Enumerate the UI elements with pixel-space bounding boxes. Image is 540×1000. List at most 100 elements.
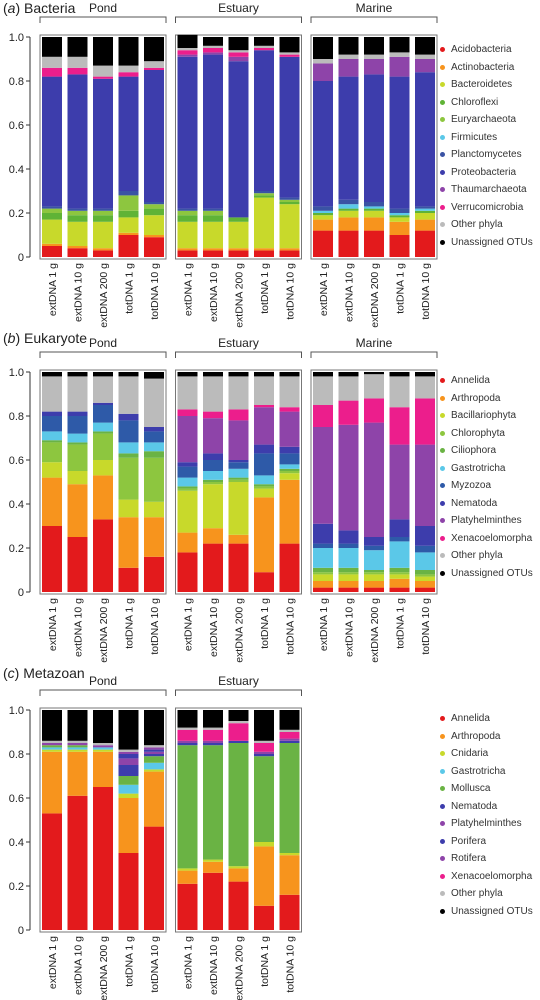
bar-segment-bacteroidetes [228,221,249,249]
bar-segment-unassigned-otus [118,710,139,750]
x-tick-label: extDNA 1 g [47,598,59,651]
bar-segment-chloroflexi [279,202,300,205]
bar-segment-nematoda [254,444,274,454]
legend-swatch [440,500,445,506]
x-tick-label: totDNA 10 g [285,263,297,320]
bar-segment-gastrotricha [42,431,62,441]
bar-segment-gastrotricha [177,477,198,487]
bar-segment-proteobacteria [415,72,435,207]
bar-segment-unassigned-otus [228,710,249,721]
bar-segment-myzozoa [338,543,359,548]
bar-segment-unassigned-otus [67,710,88,741]
bar-segment-acidobacteria [177,250,198,257]
x-tick-label: extDNA 1 g [183,263,195,316]
bar-segment-proteobacteria [364,74,384,202]
bar-segment-actinobacteria [313,219,333,231]
bar-segment-thaumarchaeota [389,56,410,77]
bar-segment-platyhelminthes [67,743,88,746]
bar-segment-gastrotricha [313,548,333,568]
legend-swatch [440,47,445,53]
legend-label: Platyhelminthes [451,818,522,830]
bar-segment-rotifera [118,751,139,754]
bar-segment-bacteroidetes [177,221,198,249]
bar-segment-gastrotricha [118,442,139,454]
bar-segment-other-phyla [254,376,274,405]
legend-swatch [440,395,445,401]
bar-segment-platyhelminthes [228,420,249,460]
bar-segment-annelida [313,587,333,592]
bar-segment-proteobacteria [118,76,139,191]
bar-segment-bacillariophyta [415,576,435,581]
bar-segment-acidobacteria [144,237,164,257]
bar-segment-gastrotricha [144,442,164,452]
bar-segment-platyhelminthes [338,424,359,531]
group-frame [39,707,167,933]
panel-letter: c [7,665,15,681]
bar-segment-bacillariophyta [228,482,249,535]
bar-segment-unassigned-otus [177,372,198,377]
bar-segment-platyhelminthes [279,411,300,447]
bar-segment-bacillariophyta [177,490,198,533]
bar-segment-myzozoa [228,462,249,469]
bar-segment-other-phyla [144,378,164,427]
bar-segment-annelida [42,813,62,930]
bar-segment-gastrotricha [42,747,62,750]
bar-segment-annelida [203,543,223,592]
bar-segment-gastrotricha [93,747,113,750]
y-tick-label: 0.8 [9,411,24,423]
bar-segment-euryarchaeota [93,210,113,216]
bar-segment-annelida [415,587,435,592]
bar-segment-gastrotricha [415,552,435,570]
bar-segment-arthropoda [254,846,274,906]
legend-label: Nematoda [451,497,498,509]
bar-segment-gastrotricha [67,747,88,750]
bar-segment-acidobacteria [93,250,113,257]
x-tick-label: totDNA 10 g [149,598,161,655]
bar-segment-annelida [67,795,88,930]
bar-segment-mollusca [118,776,139,785]
bar-segment-verrucomicrobia [203,48,223,53]
bar-segment-platyhelminthes [42,743,62,746]
bar-segment-ciliophora [118,453,139,458]
bar-segment-bacillariophyta [203,484,223,529]
bar-segment-bacillariophyta [338,574,359,581]
legend-item: Other phyla [440,216,533,234]
group-bracket [39,351,167,358]
legend-swatch [440,908,445,914]
bar-segment-unassigned-otus [42,710,62,741]
bar-segment-arthropoda [279,855,300,895]
bar-segment-chloroflexi [118,210,139,218]
bar-segment-annelida [228,543,249,592]
legend-label: Nematoda [451,800,498,812]
y-tick-label: 1.0 [9,705,24,717]
bar-segment-porifera [118,754,139,759]
legend-swatch [440,891,445,897]
bar-segment-xenacoelomorpha [203,729,223,741]
legend-item: Nematoda [440,495,533,513]
x-tick-label: extDNA 200 g [98,263,110,328]
group-bracket [39,689,167,696]
bar-segment-other-phyla [93,376,113,403]
bar-segment-cnidaria [93,749,113,752]
y-tick-label: 0.6 [9,455,24,467]
bacteria-chart: 0 0.2 0.4 0.6 0.8 1.0 Pond extDNA 1 g extDNA 10 … [9,1,438,328]
bar-segment-euryarchaeota [42,208,62,213]
legend-label: Unassigned OTUs [451,567,533,579]
bar-segment-ciliophora [364,570,384,573]
x-tick-label: extDNA 10 g [344,263,356,322]
group-label: Pond [89,336,117,350]
bar-segment-gastrotricha [93,422,113,432]
bar-segment-mollusca [177,745,198,869]
bar-segment-actinobacteria [338,217,359,231]
bar-segment-gastrotricha [364,550,384,570]
bar-segment-proteobacteria [228,61,249,218]
bar-segment-platyhelminthes [313,427,333,524]
bar-segment-platyhelminthes [415,444,435,526]
legend-swatch [440,838,445,844]
bar-segment-other-phyla [42,376,62,412]
group-bracket [39,16,167,23]
bar-segment-myzozoa [364,545,384,551]
legend-swatch [440,378,445,384]
bar-segment-planctomycetes [415,206,435,209]
legend-item: Euryarchaeota [440,111,533,129]
